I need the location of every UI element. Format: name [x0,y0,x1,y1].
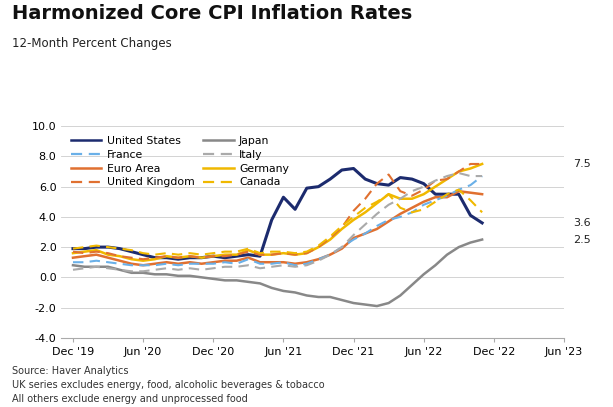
Text: 12-Month Percent Changes: 12-Month Percent Changes [12,37,172,50]
Text: 7.5: 7.5 [573,159,591,169]
Text: 3.6: 3.6 [573,218,591,228]
Text: Harmonized Core CPI Inflation Rates: Harmonized Core CPI Inflation Rates [12,4,413,23]
Legend: United States, France, Euro Area, United Kingdom, Japan, Italy, Germany, Canada: United States, France, Euro Area, United… [67,131,293,192]
Text: Source: Haver Analytics
UK series excludes energy, food, alcoholic beverages & t: Source: Haver Analytics UK series exclud… [12,366,325,404]
Text: 2.5: 2.5 [573,234,591,245]
